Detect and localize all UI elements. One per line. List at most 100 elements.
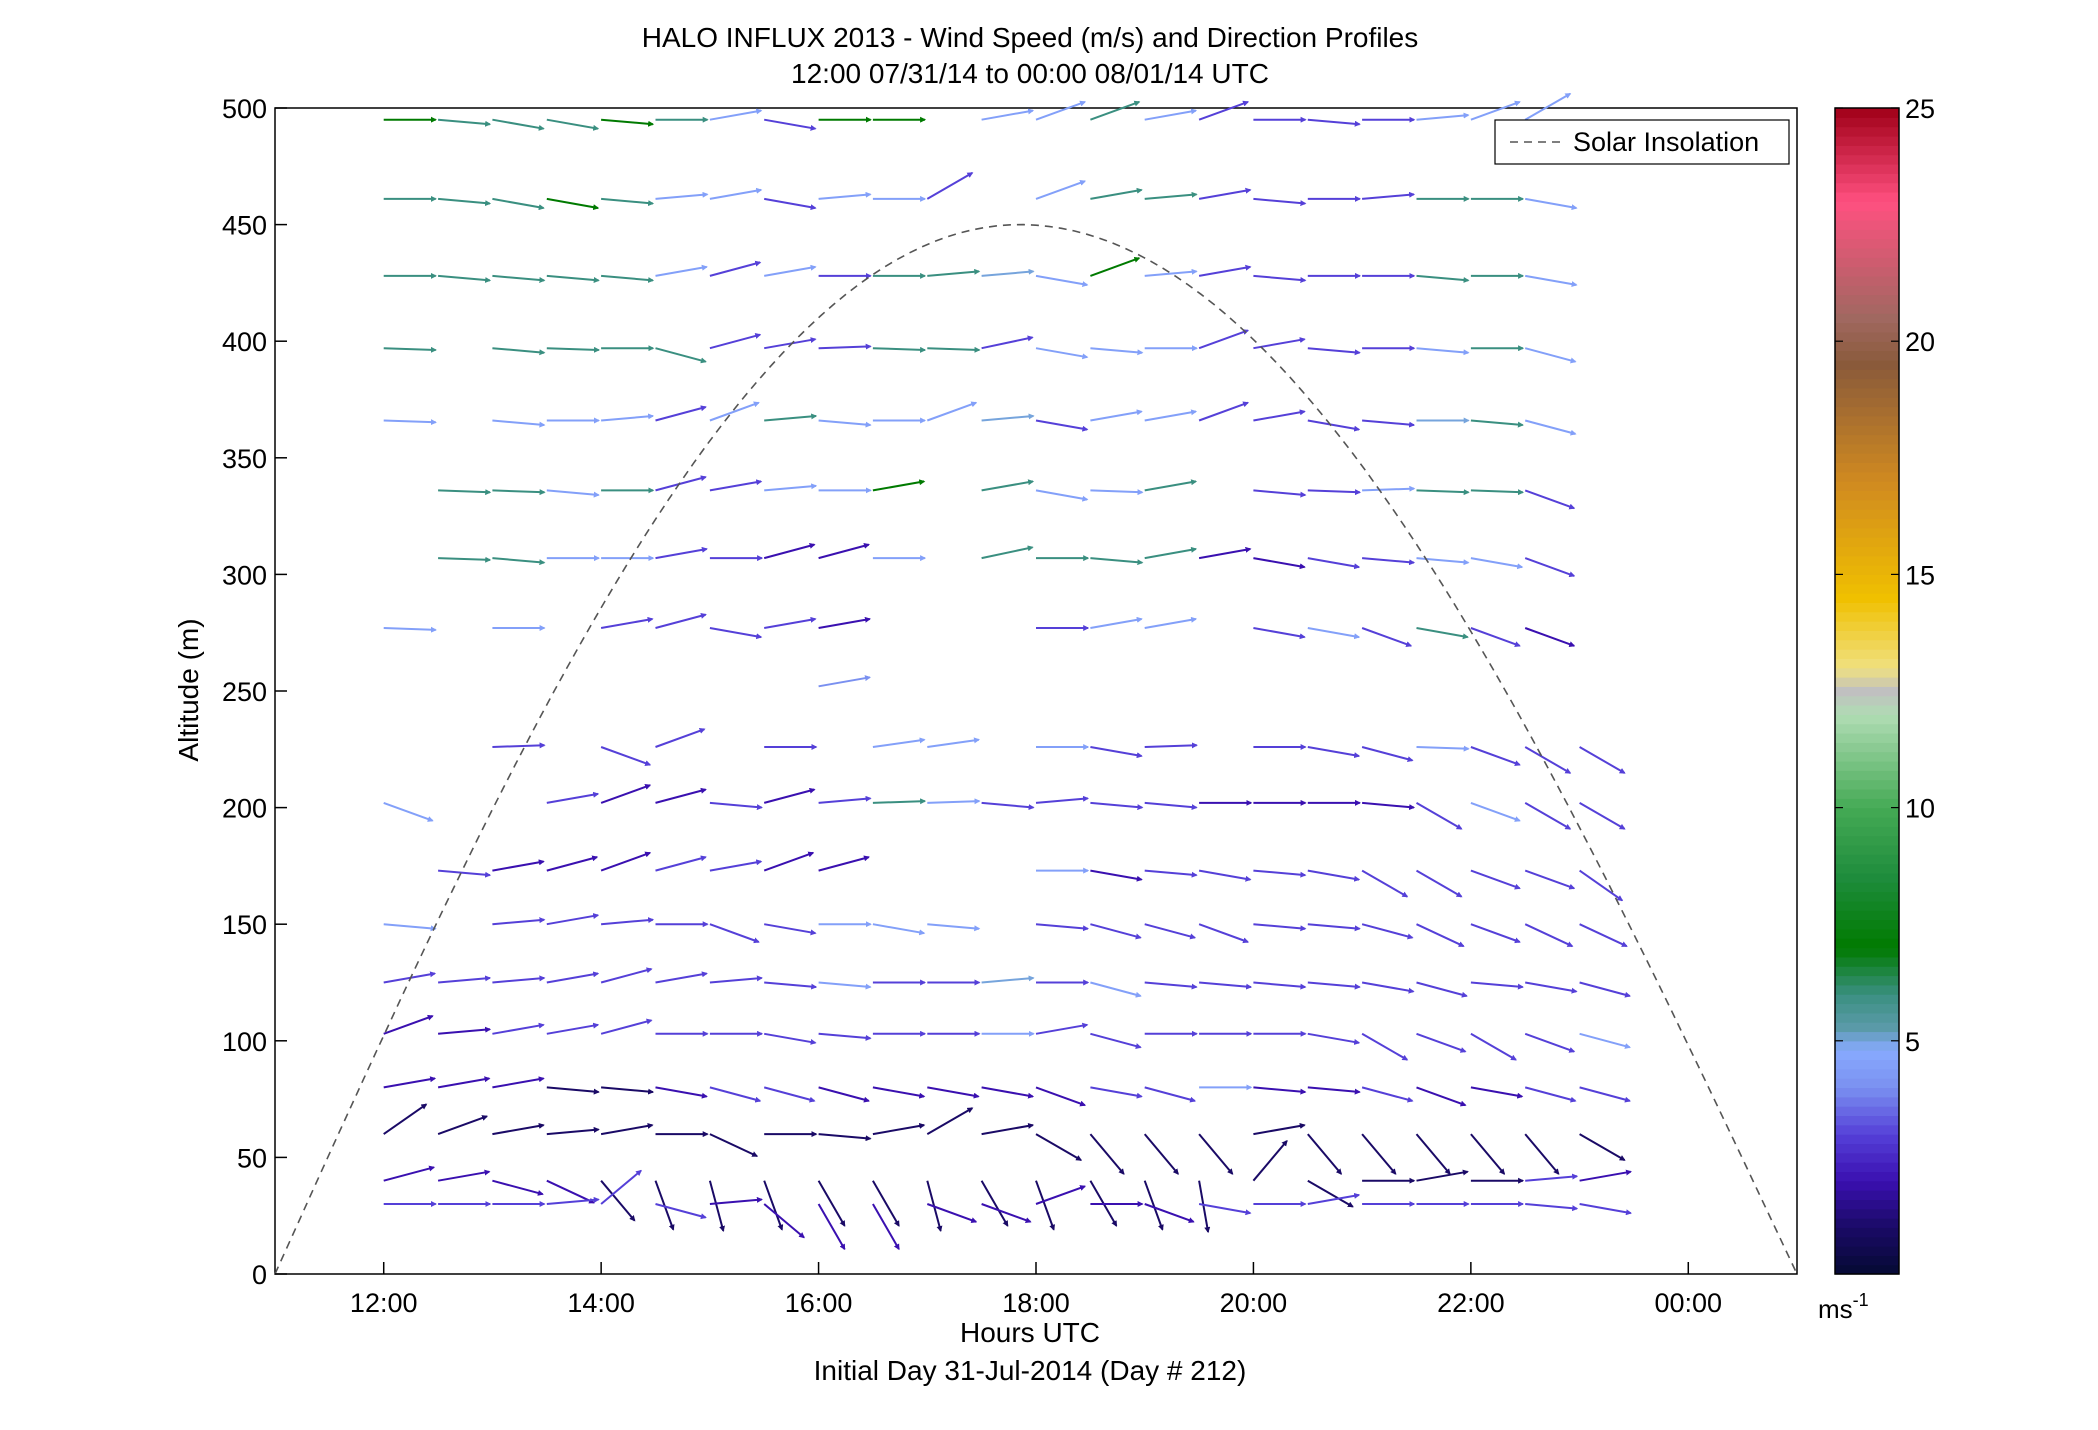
wind-vector	[708, 1180, 725, 1233]
colorbar: 5 10 15 20 25	[1834, 94, 1935, 1275]
wind-vector	[1579, 923, 1628, 948]
colorbar-band	[1835, 966, 1899, 977]
wind-vector	[1524, 557, 1576, 578]
x-tick-label: 14:00	[567, 1288, 635, 1318]
y-tick-label: 400	[222, 327, 267, 357]
wind-vector	[872, 346, 927, 353]
y-tick-label: 100	[222, 1027, 267, 1057]
wind-vector	[1470, 1133, 1506, 1175]
wind-vector	[1361, 1086, 1414, 1103]
legend: Solar Insolation	[1494, 119, 1790, 165]
colorbar-band	[1835, 173, 1899, 184]
y-tick-label: 50	[237, 1143, 267, 1173]
wind-vector	[1525, 1173, 1579, 1182]
wind-vector	[1035, 419, 1089, 432]
wind-vector	[981, 975, 1035, 984]
wind-vector	[601, 917, 655, 926]
wind-vector	[600, 1180, 636, 1222]
colorbar-band	[1835, 1096, 1899, 1107]
solar-insolation-curve	[274, 223, 1798, 1275]
colorbar-band	[1835, 649, 1899, 659]
wind-vector	[1144, 981, 1198, 990]
colorbar-band	[1835, 891, 1899, 902]
colorbar-band	[1835, 462, 1899, 473]
colorbar-band	[1835, 238, 1899, 249]
wind-vector	[1307, 1179, 1354, 1208]
wind-vector	[601, 197, 655, 207]
wind-vector	[981, 1122, 1035, 1136]
wind-vector	[1470, 1032, 1517, 1061]
wind-vector	[383, 1103, 428, 1135]
wind-vector	[546, 855, 599, 872]
wind-vector	[1524, 92, 1572, 121]
y-tick-label: 150	[222, 910, 267, 940]
colorbar-band	[1835, 742, 1899, 753]
legend-entry-solar: Solar Insolation	[1573, 127, 1759, 157]
wind-vector	[981, 479, 1035, 492]
wind-vector	[764, 118, 817, 131]
wind-vector	[1198, 329, 1250, 350]
wind-vector	[1470, 923, 1521, 944]
wind-vector	[763, 787, 816, 804]
wind-vector	[709, 923, 760, 944]
wind-vector	[764, 337, 817, 350]
wind-vector	[1361, 869, 1409, 898]
wind-vector	[709, 479, 763, 492]
wind-vector	[546, 1022, 600, 1035]
wind-vector	[1199, 981, 1253, 990]
wind-vector	[709, 975, 763, 984]
wind-vector	[546, 197, 600, 211]
colorbar-band	[1835, 984, 1899, 995]
colorbar-band	[1835, 919, 1899, 930]
wind-vector	[546, 971, 600, 984]
wind-vector	[1362, 801, 1416, 811]
wind-vector	[655, 855, 707, 872]
wind-vector	[1524, 1086, 1577, 1103]
wind-vector	[1362, 485, 1416, 492]
wind-vector	[764, 264, 817, 277]
wind-vector	[437, 1169, 491, 1182]
colorbar-band	[1835, 630, 1899, 641]
colorbar-band	[1835, 658, 1899, 669]
colorbar-band	[1835, 443, 1899, 454]
wind-vector	[1524, 746, 1572, 774]
wind-vector	[600, 784, 652, 804]
wind-vector	[1470, 419, 1524, 428]
wind-vector	[1579, 1133, 1626, 1161]
wind-vector	[1361, 1133, 1397, 1175]
wind-vector	[927, 268, 981, 277]
wind-vector	[1416, 1169, 1469, 1182]
wind-vector	[1035, 274, 1089, 288]
wind-vector	[601, 274, 655, 283]
wind-vector	[1524, 419, 1577, 436]
wind-vector	[383, 1076, 437, 1089]
wind-vector	[927, 923, 981, 932]
wind-vector	[1198, 264, 1252, 277]
wind-vector	[818, 419, 872, 428]
wind-vector	[383, 626, 437, 633]
colorbar-band	[1835, 266, 1899, 277]
wind-vector	[764, 413, 818, 422]
colorbar-band	[1835, 816, 1899, 827]
wind-vector	[872, 1122, 926, 1136]
wind-vector	[1144, 191, 1198, 200]
x-tick-label: 18:00	[1002, 1288, 1070, 1318]
colorbar-band	[1835, 247, 1899, 258]
wind-vector	[1307, 557, 1361, 570]
colorbar-band	[1835, 1115, 1899, 1126]
wind-vector	[492, 118, 545, 131]
colorbar-band	[1835, 350, 1899, 361]
wind-vector	[709, 1133, 759, 1158]
colorbar-band	[1835, 1171, 1899, 1182]
wind-vector	[1470, 869, 1521, 890]
wind-vector	[1253, 337, 1306, 350]
colorbar-band	[1835, 695, 1899, 706]
wind-vector	[1035, 489, 1089, 502]
colorbar-band	[1835, 275, 1899, 286]
wind-vector	[872, 1203, 900, 1251]
colorbar-band	[1835, 331, 1899, 342]
colorbar-tick-label: 15	[1905, 560, 1935, 590]
colorbar-band	[1835, 518, 1899, 529]
wind-vector	[492, 1122, 545, 1136]
wind-vector	[1252, 1139, 1288, 1182]
